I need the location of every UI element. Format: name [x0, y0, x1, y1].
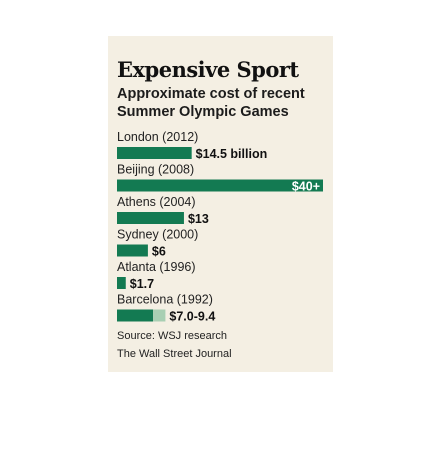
category-label-sydney-2000: Sydney (2000) — [117, 228, 198, 242]
chart-subtitle-line-1: Approximate cost of recent — [117, 86, 305, 102]
value-label-athens-2004: $13 — [188, 212, 209, 226]
bar-barcelona-1992 — [117, 309, 154, 322]
category-label-london-2012: London (2012) — [117, 130, 198, 144]
value-label-sydney-2000: $6 — [152, 245, 166, 259]
category-label-barcelona-1992: Barcelona (1992) — [117, 293, 213, 307]
bar-sydney-2000 — [117, 244, 148, 257]
category-label-beijing-2008: Beijing (2008) — [117, 163, 194, 177]
value-label-atlanta-1996: $1.7 — [130, 277, 154, 291]
category-label-atlanta-1996: Atlanta (1996) — [117, 260, 196, 274]
bar-range-barcelona-1992 — [153, 309, 166, 322]
chart-title: Expensive Sport — [117, 57, 299, 82]
bar-beijing-2008 — [117, 179, 323, 192]
chart-credit: The Wall Street Journal — [117, 348, 232, 360]
chart-source: Source: WSJ research — [117, 330, 228, 342]
category-label-athens-2004: Athens (2004) — [117, 195, 196, 209]
value-label-barcelona-1992: $7.0-9.4 — [169, 310, 215, 324]
value-label-london-2012: $14.5 billion — [196, 147, 268, 161]
bar-london-2012 — [117, 147, 192, 159]
bar-athens-2004 — [117, 212, 184, 224]
value-label-beijing-2008: $40+ — [292, 180, 320, 194]
bar-atlanta-1996 — [117, 277, 126, 289]
chart-subtitle-line-2: Summer Olympic Games — [117, 104, 289, 120]
